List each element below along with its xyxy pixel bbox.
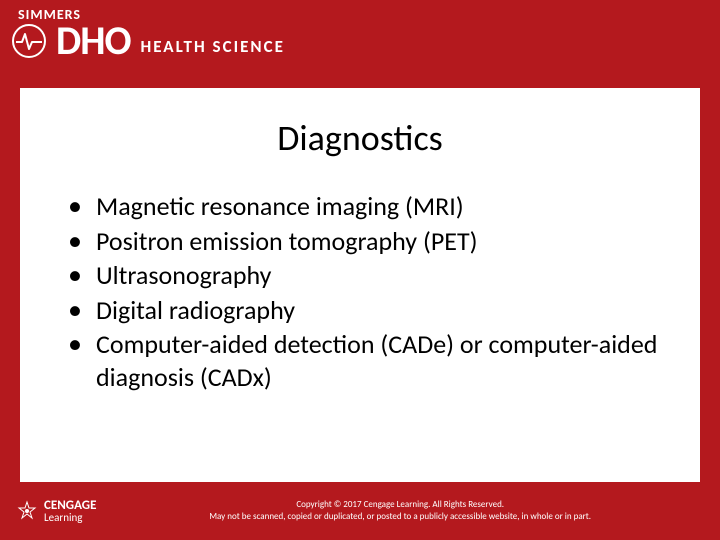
cengage-logo: CENGAGE Learning [16, 498, 96, 524]
copyright-line2: May not be scanned, copied or duplicated… [106, 511, 694, 523]
list-item: Positron emission tomography (PET) [68, 225, 660, 258]
slide-content: Diagnostics Magnetic resonance imaging (… [20, 88, 700, 482]
list-item: Magnetic resonance imaging (MRI) [68, 190, 660, 223]
list-item: Digital radiography [68, 294, 660, 327]
slide-title: Diagnostics [60, 116, 660, 160]
copyright-line1: Copyright © 2017 Cengage Learning. All R… [106, 499, 694, 511]
copyright-text: Copyright © 2017 Cengage Learning. All R… [96, 499, 704, 522]
list-item: Ultrasonography [68, 259, 660, 292]
cengage-star-icon [16, 500, 38, 522]
bullet-list: Magnetic resonance imaging (MRI) Positro… [60, 190, 660, 393]
logo-row: DHO HEALTH SCIENCE [12, 21, 708, 61]
health-science-label: HEALTH SCIENCE [141, 36, 285, 57]
slide-header: SIMMERS DHO HEALTH SCIENCE [0, 0, 720, 88]
list-item: Computer-aided detection (CADe) or compu… [68, 328, 660, 393]
dho-label: DHO [56, 21, 131, 61]
slide-footer: CENGAGE Learning Copyright © 2017 Cengag… [0, 482, 720, 540]
pulse-icon [12, 24, 46, 58]
